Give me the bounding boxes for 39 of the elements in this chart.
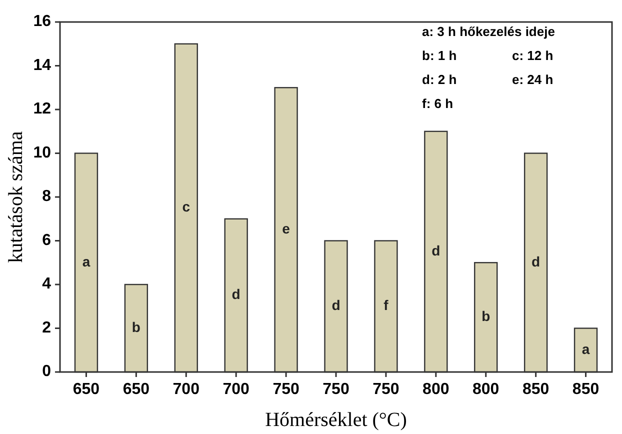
data-label: d <box>332 297 340 314</box>
x-tick-label: 800 <box>422 381 450 398</box>
data-label: b <box>482 308 490 324</box>
x-tick-label: 850 <box>572 381 600 398</box>
data-label: d <box>532 253 540 270</box>
y-tick-label: 4 <box>42 276 52 293</box>
y-tick-label: 8 <box>42 188 52 206</box>
x-tick-label: 750 <box>372 381 400 398</box>
y-tick-label: 12 <box>33 100 52 118</box>
annotation: a: 3 h hőkezelés ideje <box>422 24 555 39</box>
x-tick-label: 650 <box>122 381 150 398</box>
annotation: b: 1 h <box>422 48 457 63</box>
x-tick-label: 850 <box>522 381 550 398</box>
y-tick-label: 6 <box>42 232 52 249</box>
y-axis-title: kutatások száma <box>5 131 27 263</box>
y-tick-label: 2 <box>42 319 52 336</box>
x-tick-label: 650 <box>72 381 100 398</box>
annotation: c: 12 h <box>512 48 554 63</box>
data-label: d <box>432 242 440 258</box>
data-label: b <box>132 318 140 335</box>
data-label: c <box>182 198 190 215</box>
y-tick-label: 16 <box>33 13 52 30</box>
y-tick-label: 10 <box>33 144 52 162</box>
data-label: a <box>582 340 590 357</box>
y-tick-label: 14 <box>33 56 52 74</box>
annotation: d: 2 h <box>422 72 457 87</box>
x-tick-label: 700 <box>172 381 200 398</box>
y-tick-label: 0 <box>42 363 52 380</box>
x-tick-label: 750 <box>272 381 300 398</box>
x-tick-label: 750 <box>322 381 350 398</box>
x-axis-title: Hőmérséklet (°C) <box>265 409 407 431</box>
data-label: a <box>82 253 90 270</box>
x-tick-label: 700 <box>222 381 250 398</box>
data-label: d <box>232 286 240 302</box>
x-tick-label: 800 <box>472 381 500 398</box>
annotation: f: 6 h <box>422 96 454 111</box>
data-label: e <box>282 220 290 237</box>
data-label: f <box>384 297 389 314</box>
annotation: e: 24 h <box>512 72 554 87</box>
